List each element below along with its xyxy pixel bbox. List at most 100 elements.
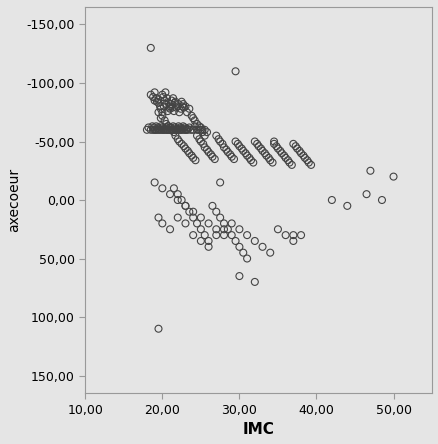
Point — [162, 100, 170, 107]
Point — [180, 143, 187, 150]
Point — [208, 153, 215, 160]
Point — [159, 185, 166, 192]
Point — [295, 147, 302, 155]
Point — [153, 126, 160, 133]
Point — [232, 138, 239, 145]
Point — [161, 117, 168, 124]
Point — [216, 138, 223, 145]
Point — [226, 151, 233, 158]
Point — [220, 220, 227, 227]
Point — [191, 157, 198, 164]
Point — [261, 150, 268, 157]
Point — [185, 150, 192, 157]
Point — [243, 152, 250, 159]
Point — [258, 243, 265, 250]
Point — [170, 185, 177, 192]
Point — [276, 147, 283, 155]
Point — [235, 273, 242, 280]
Point — [166, 126, 173, 133]
Point — [178, 140, 185, 147]
Point — [378, 196, 385, 203]
Point — [297, 150, 304, 157]
Point — [224, 226, 231, 233]
Point — [177, 105, 184, 112]
Point — [153, 98, 160, 105]
Point — [189, 232, 196, 239]
Point — [195, 135, 202, 143]
Point — [171, 99, 178, 107]
Point — [166, 104, 173, 111]
Point — [172, 126, 179, 133]
Point — [199, 140, 206, 147]
Point — [266, 157, 273, 164]
Point — [178, 126, 185, 133]
Point — [168, 126, 175, 133]
Point — [201, 144, 208, 151]
Point — [162, 124, 170, 131]
Point — [173, 125, 180, 132]
Point — [166, 103, 173, 110]
Point — [162, 126, 169, 133]
Point — [274, 226, 281, 233]
Point — [172, 104, 179, 111]
Point — [212, 132, 219, 139]
Point — [265, 155, 272, 162]
Point — [168, 126, 175, 133]
Point — [228, 220, 235, 227]
Point — [151, 126, 158, 133]
Point — [243, 232, 250, 239]
Point — [262, 152, 269, 159]
Point — [201, 126, 208, 133]
Point — [152, 126, 159, 133]
Point — [193, 132, 200, 139]
Point — [211, 155, 218, 163]
Point — [174, 126, 181, 133]
Point — [178, 103, 185, 110]
Point — [297, 232, 304, 239]
Point — [197, 138, 204, 145]
Point — [220, 144, 227, 151]
Point — [274, 145, 281, 152]
Point — [280, 152, 287, 159]
Point — [149, 94, 156, 101]
Point — [203, 146, 210, 153]
Point — [174, 214, 181, 221]
Point — [179, 100, 186, 107]
Point — [169, 126, 176, 133]
Point — [149, 126, 156, 133]
Point — [191, 117, 198, 124]
Point — [151, 97, 158, 104]
Point — [156, 103, 163, 110]
Point — [189, 155, 196, 162]
Point — [181, 145, 188, 152]
Point — [207, 151, 214, 158]
Point — [160, 103, 167, 110]
Point — [155, 325, 162, 332]
Point — [169, 95, 176, 102]
Point — [176, 124, 183, 131]
Point — [223, 146, 230, 153]
Point — [245, 155, 252, 162]
Point — [266, 249, 273, 256]
Point — [328, 196, 335, 203]
Point — [167, 124, 174, 131]
Point — [183, 109, 190, 116]
Point — [194, 126, 201, 133]
Point — [282, 232, 289, 239]
Point — [169, 104, 176, 111]
Point — [197, 226, 204, 233]
Point — [159, 124, 166, 131]
Point — [154, 124, 161, 131]
Point — [253, 140, 260, 147]
Point — [162, 120, 170, 127]
Point — [155, 96, 162, 103]
Point — [169, 123, 176, 130]
Point — [150, 124, 157, 131]
Point — [159, 94, 166, 101]
Point — [268, 159, 276, 166]
Point — [172, 126, 179, 133]
Point — [239, 249, 246, 256]
Point — [167, 100, 174, 107]
Point — [235, 143, 242, 150]
Point — [158, 126, 165, 133]
